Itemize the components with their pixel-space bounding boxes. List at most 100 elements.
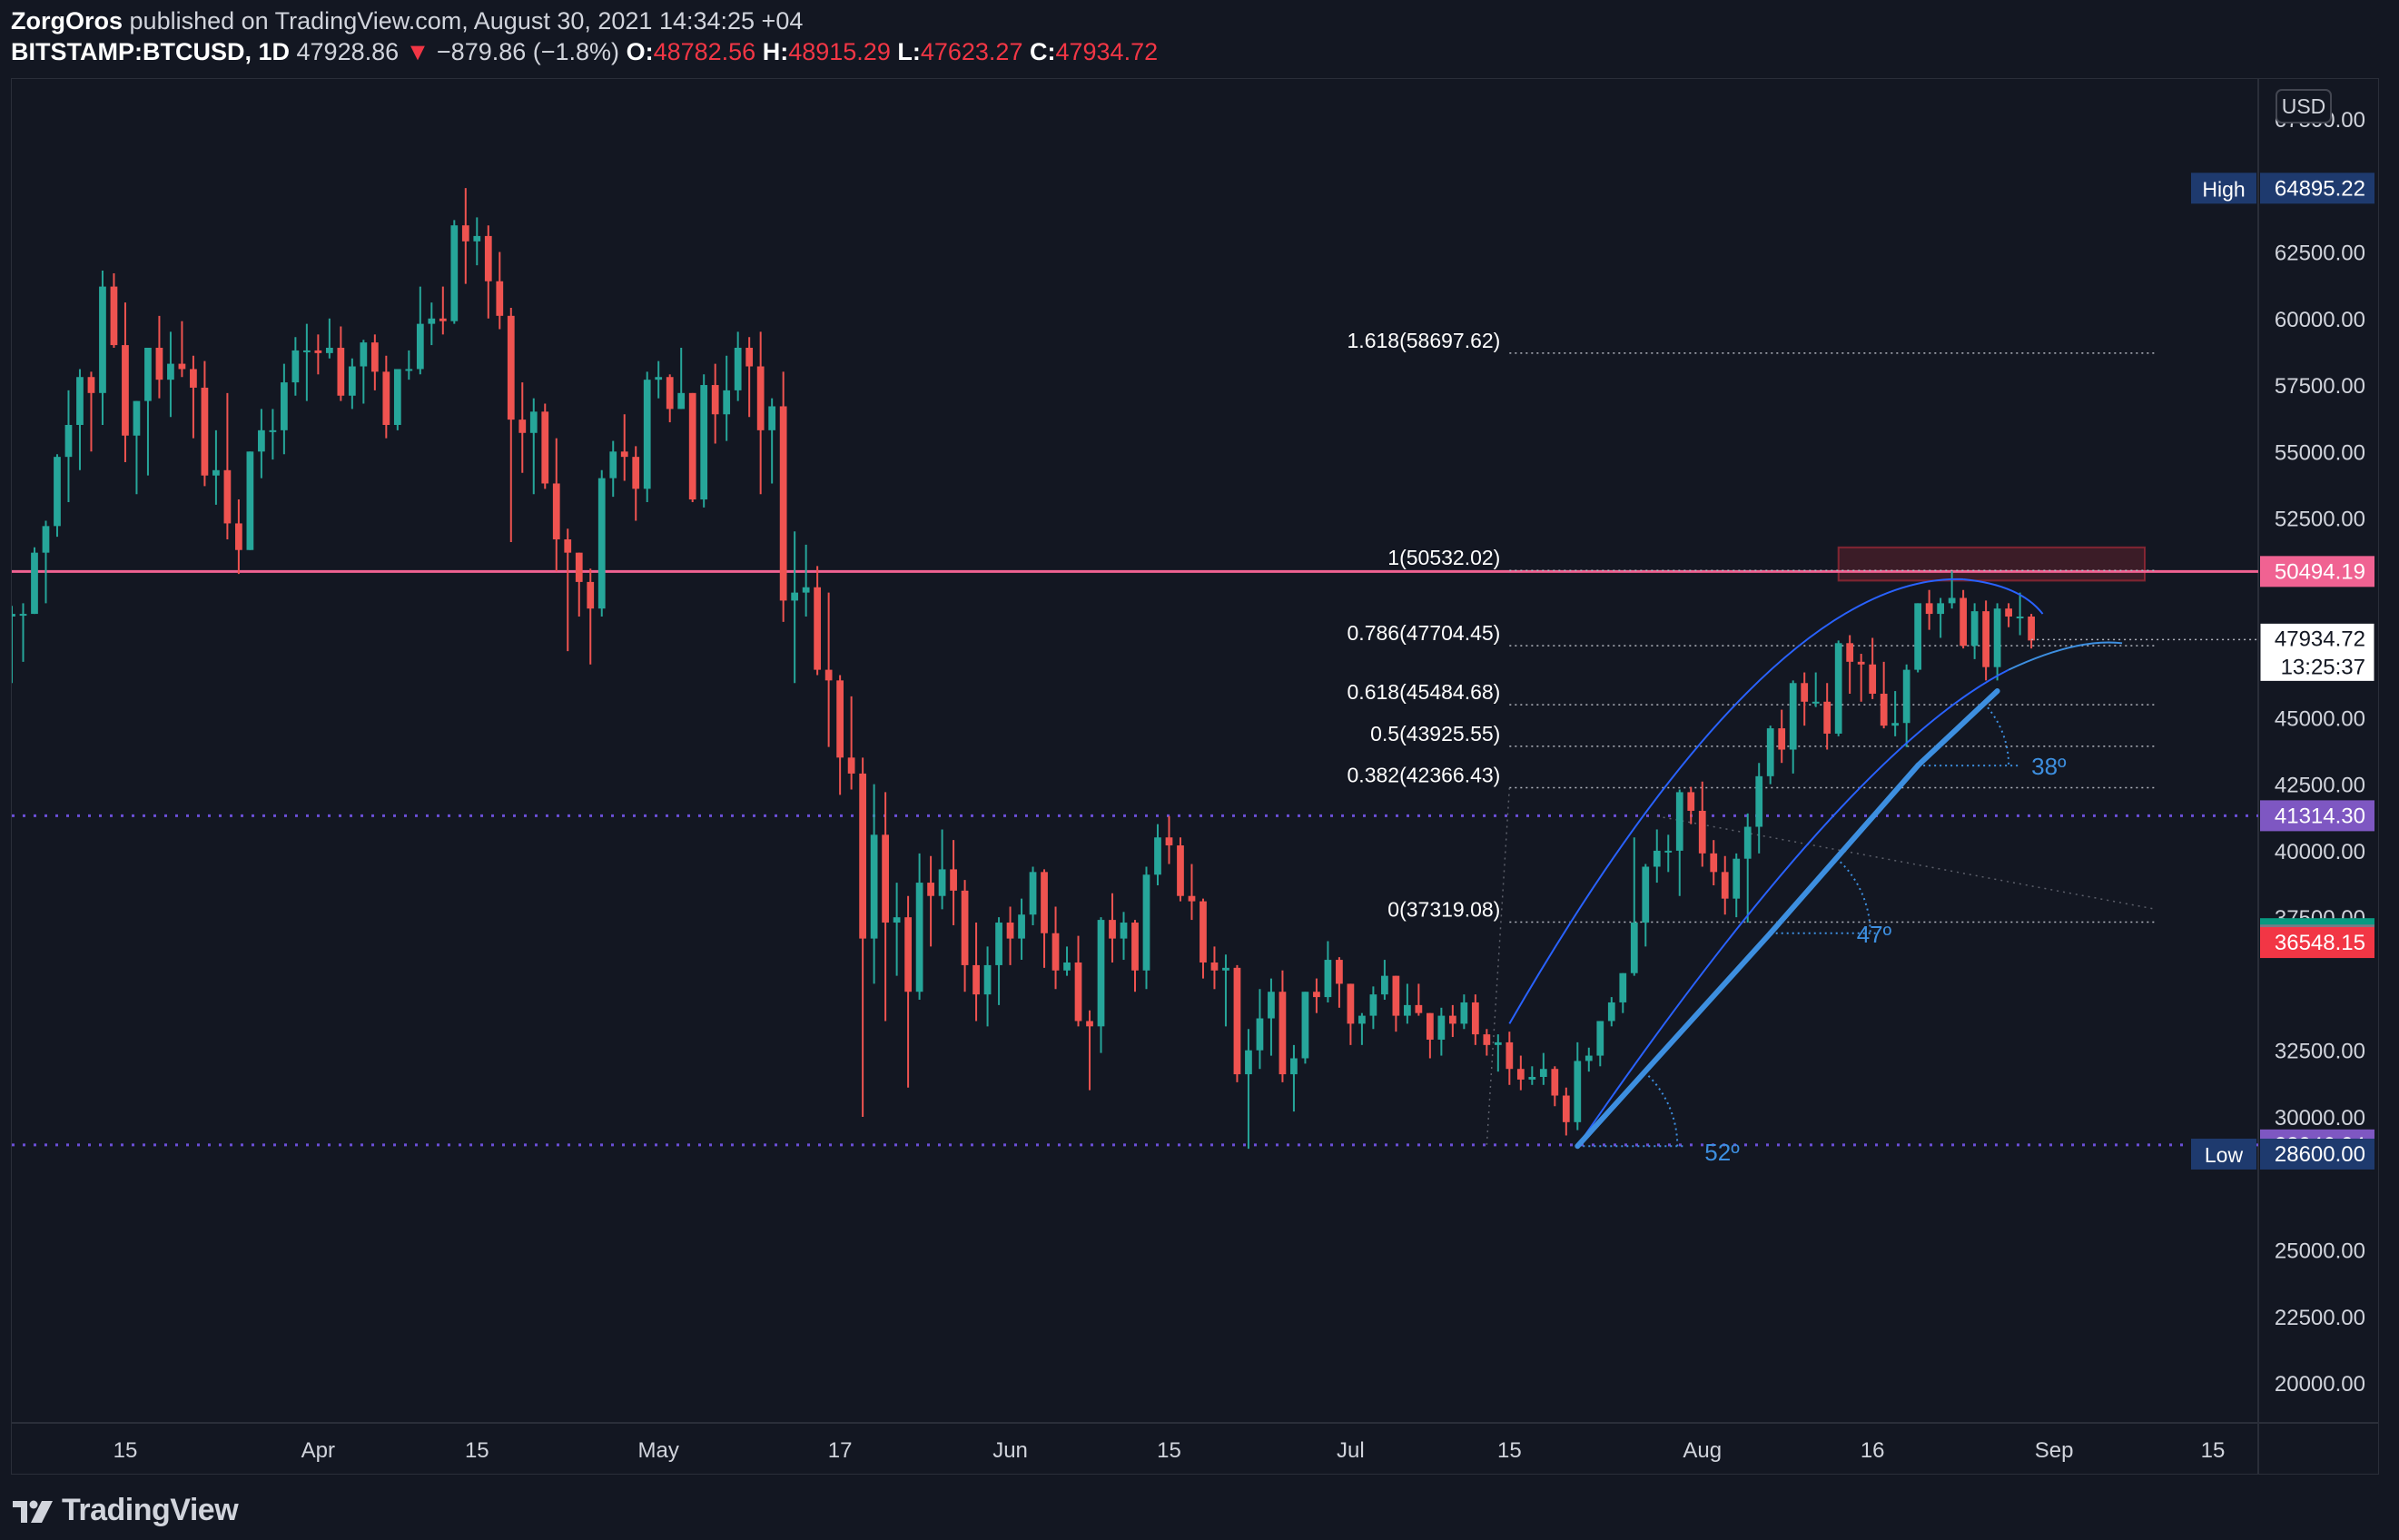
candle-body-49[interactable]: [564, 539, 572, 553]
candle-body-9[interactable]: [110, 286, 118, 346]
candle-body-122[interactable]: [1392, 975, 1400, 1016]
candle-body-105[interactable]: [1200, 901, 1207, 962]
candle-body-46[interactable]: [529, 411, 538, 433]
candle-body-79[interactable]: [904, 917, 912, 992]
candle-body-67[interactable]: [768, 406, 776, 430]
candle-body-147[interactable]: [1675, 792, 1683, 851]
candle-body-75[interactable]: [859, 773, 866, 939]
candle-body-107[interactable]: [1222, 967, 1229, 971]
candle-body-111[interactable]: [1268, 992, 1275, 1019]
candle-body-126[interactable]: [1437, 1015, 1446, 1040]
symbol-name[interactable]: BITSTAMP:BTCUSD, 1D: [11, 38, 290, 65]
chart-area[interactable]: 1.618(58697.62) 1(50532.02) 0.786(47704.45…: [8, 78, 2379, 1475]
resistance-zone[interactable]: [1837, 546, 2147, 582]
candle-body-102[interactable]: [1165, 837, 1173, 846]
candle-body-24[interactable]: [281, 382, 288, 430]
candle-body-53[interactable]: [609, 451, 617, 479]
candle-body-33[interactable]: [382, 371, 390, 425]
candle-body-113[interactable]: [1290, 1058, 1298, 1075]
candle-body-95[interactable]: [1086, 1021, 1093, 1027]
candle-body-133[interactable]: [1516, 1069, 1525, 1080]
candle-body-131[interactable]: [1494, 1041, 1502, 1045]
candle-body-80[interactable]: [915, 883, 923, 992]
candle-body-17[interactable]: [201, 387, 209, 476]
candlestick-chart[interactable]: 1.618(58697.62) 1(50532.02) 0.786(47704.45…: [8, 79, 2378, 1474]
candle-body-28[interactable]: [325, 348, 333, 353]
candle-body-154[interactable]: [1755, 775, 1763, 827]
candle-body-44[interactable]: [507, 315, 515, 420]
candle-body-160[interactable]: [1823, 701, 1831, 734]
candle-body-132[interactable]: [1506, 1041, 1514, 1070]
candle-body-55[interactable]: [632, 457, 640, 489]
candle-body-60[interactable]: [688, 392, 696, 500]
candle-body-84[interactable]: [961, 890, 969, 965]
candle-body-136[interactable]: [1551, 1069, 1559, 1096]
candle-body-3[interactable]: [42, 526, 50, 553]
candle-body-94[interactable]: [1074, 962, 1082, 1022]
candle-body-59[interactable]: [677, 392, 686, 410]
candle-body-161[interactable]: [1834, 643, 1842, 734]
candle-body-19[interactable]: [223, 469, 232, 524]
candle-body-146[interactable]: [1664, 850, 1673, 853]
trend-line-1[interactable]: [1767, 763, 1921, 936]
candle-body-51[interactable]: [587, 581, 595, 609]
candle-body-41[interactable]: [473, 235, 481, 242]
candle-body-130[interactable]: [1483, 1034, 1491, 1045]
candle-body-48[interactable]: [552, 483, 560, 540]
candle-body-70[interactable]: [802, 587, 810, 593]
candle-body-39[interactable]: [450, 225, 459, 321]
candle-body-34[interactable]: [393, 369, 401, 425]
candle-body-66[interactable]: [756, 366, 765, 430]
candle-body-162[interactable]: [1846, 643, 1854, 662]
candle-body-88[interactable]: [1006, 923, 1014, 939]
candle-body-56[interactable]: [643, 380, 651, 489]
candle-body-82[interactable]: [938, 869, 946, 896]
candle-body-81[interactable]: [927, 883, 934, 896]
candle-body-98[interactable]: [1120, 923, 1128, 939]
candle-body-149[interactable]: [1698, 810, 1706, 854]
candle-body-163[interactable]: [1857, 661, 1865, 665]
candle-body-112[interactable]: [1278, 992, 1287, 1075]
candle-body-178[interactable]: [2028, 617, 2035, 641]
candle-body-57[interactable]: [655, 377, 663, 380]
candle-body-142[interactable]: [1619, 972, 1627, 1002]
candle-body-74[interactable]: [847, 757, 855, 774]
candle-body-37[interactable]: [428, 318, 436, 324]
candle-body-171[interactable]: [1948, 597, 1956, 604]
candle-body-123[interactable]: [1404, 1004, 1411, 1016]
candle-body-165[interactable]: [1880, 693, 1888, 726]
candle-body-89[interactable]: [1018, 914, 1025, 939]
candle-body-93[interactable]: [1063, 962, 1071, 971]
candle-body-148[interactable]: [1687, 792, 1695, 811]
candle-body-116[interactable]: [1324, 960, 1332, 998]
candle-body-175[interactable]: [1993, 608, 2001, 667]
candle-body-68[interactable]: [779, 406, 787, 601]
candle-body-63[interactable]: [723, 390, 731, 415]
candle-body-76[interactable]: [870, 834, 878, 939]
candle-body-96[interactable]: [1097, 920, 1105, 1027]
candle-body-14[interactable]: [167, 363, 174, 380]
candle-body-71[interactable]: [814, 587, 822, 670]
candle-body-78[interactable]: [893, 917, 901, 923]
candle-body-135[interactable]: [1539, 1069, 1547, 1078]
candle-body-87[interactable]: [995, 923, 1002, 965]
candle-body-18[interactable]: [212, 469, 220, 476]
candle-body-104[interactable]: [1188, 895, 1196, 902]
candle-body-62[interactable]: [711, 385, 719, 415]
candle-body-85[interactable]: [972, 964, 980, 995]
candle-body-22[interactable]: [258, 429, 265, 452]
candle-body-26[interactable]: [302, 350, 311, 352]
candle-body-121[interactable]: [1381, 975, 1388, 995]
candle-body-169[interactable]: [1925, 603, 1933, 615]
candle-body-83[interactable]: [950, 869, 957, 891]
channel-upper-curve[interactable]: [1508, 578, 1964, 1024]
trend-line-0[interactable]: [1575, 930, 1773, 1150]
candle-body-43[interactable]: [496, 281, 504, 316]
candle-body-72[interactable]: [824, 669, 833, 681]
candle-body-32[interactable]: [370, 342, 379, 372]
candle-body-21[interactable]: [246, 451, 254, 550]
candle-body-23[interactable]: [269, 429, 277, 432]
candle-body-61[interactable]: [700, 385, 708, 500]
candle-body-11[interactable]: [133, 400, 141, 436]
candle-body-30[interactable]: [348, 366, 356, 396]
